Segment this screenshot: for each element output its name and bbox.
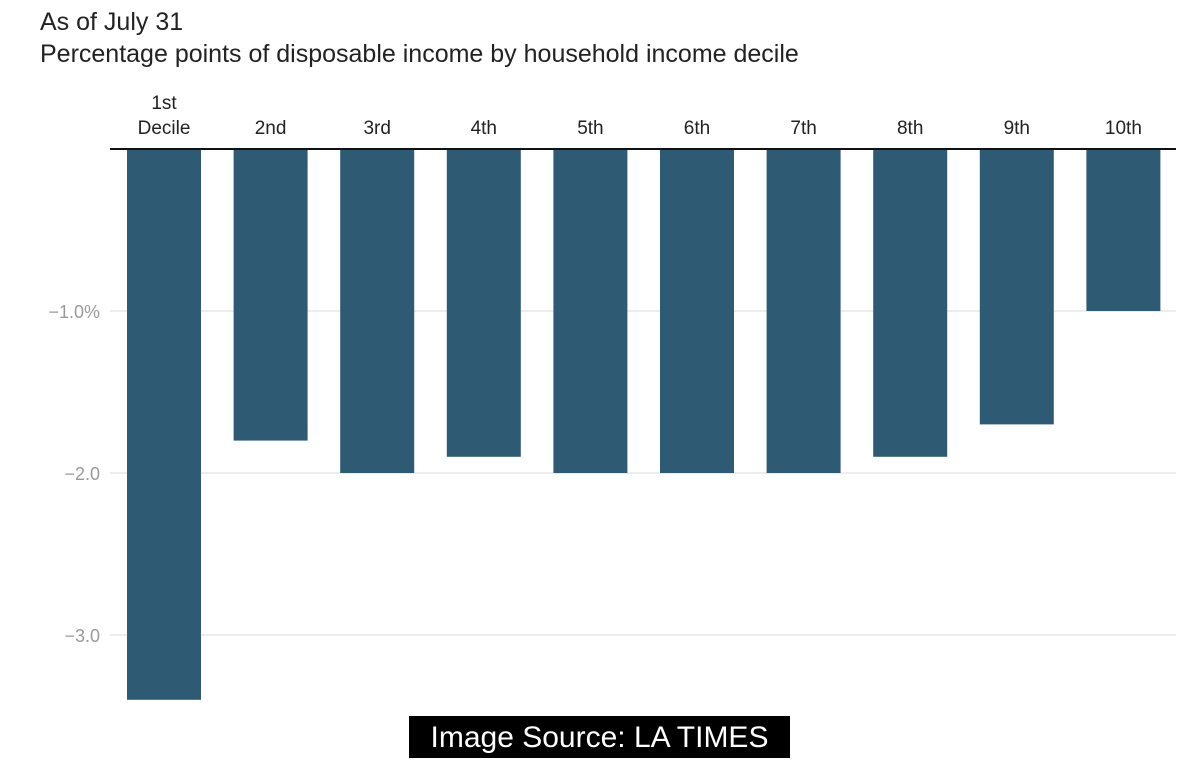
x-category-label: 6th [684,118,710,139]
chart-title: As of July 31 [40,8,184,36]
x-category-label: 5th [577,118,603,139]
y-tick-label: −1.0% [48,302,100,322]
y-tick-label: −2.0 [64,464,100,484]
x-category-label: 3rd [363,118,390,139]
x-category-label: 8th [897,118,923,139]
bar [127,149,201,700]
x-category-label: Decile [138,118,191,139]
x-category-label: 9th [1004,118,1030,139]
x-category-label: 4th [471,118,497,139]
x-category-label: 2nd [255,118,287,139]
x-category-label: 1st [151,93,177,114]
image-source-caption: Image Source: LA TIMES [409,716,790,758]
bar [553,149,628,473]
chart-subtitle: Percentage points of disposable income b… [40,40,799,68]
bar [660,149,734,473]
bar [446,149,521,457]
bar [873,149,948,457]
bar [340,149,415,473]
bar [766,149,841,473]
y-tick-label: −3.0 [64,626,100,646]
bar [979,149,1054,425]
x-category-label: 7th [790,118,816,139]
bar [1086,149,1161,311]
bar [233,149,308,441]
x-category-label: 10th [1105,118,1142,139]
